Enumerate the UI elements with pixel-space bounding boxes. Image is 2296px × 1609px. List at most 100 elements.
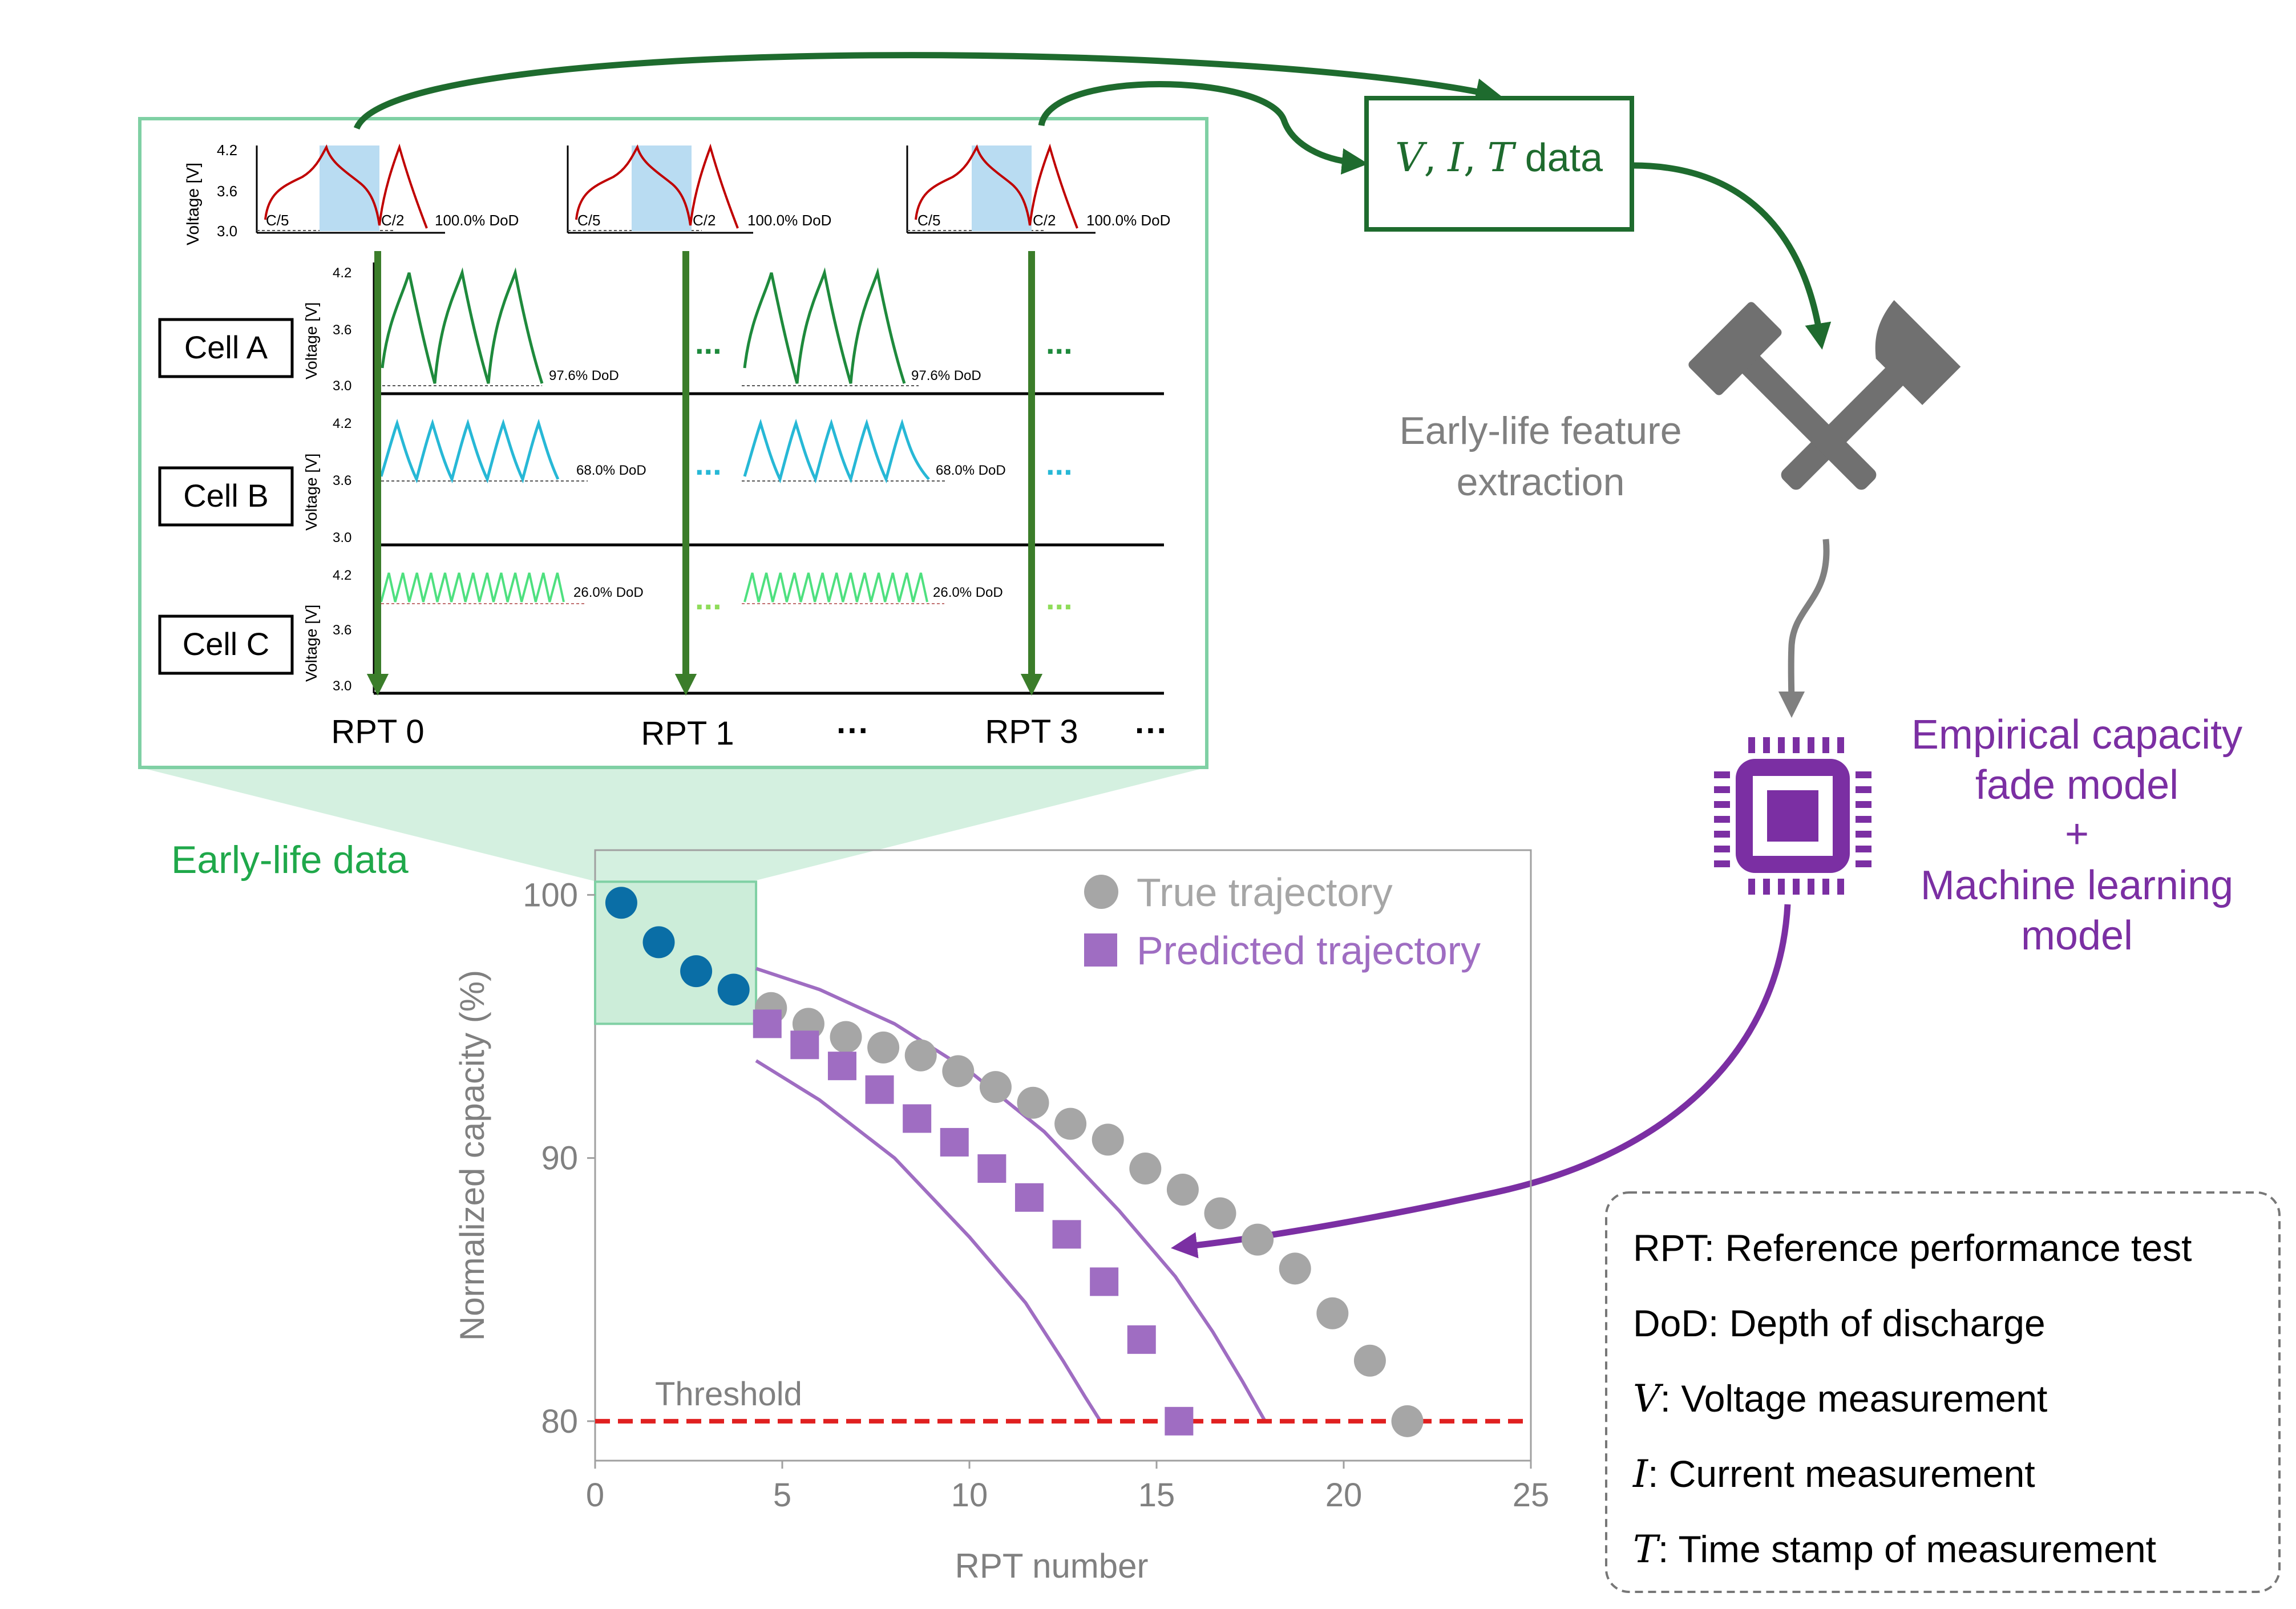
def-t: : Time stamp of measurement — [1658, 1528, 2156, 1570]
true-point — [830, 1021, 862, 1053]
svg-text:T: Time stamp of measurement: T: Time stamp of measurement — [1633, 1527, 2156, 1571]
predicted-point — [1127, 1325, 1156, 1354]
chip-pin — [1714, 786, 1730, 793]
chip-pin — [1856, 801, 1871, 808]
legend-pred-marker — [1084, 933, 1117, 967]
chart-legend: True trajectory Predicted trajectory — [1084, 870, 1481, 973]
rpt-dod-label: 100.0% DoD — [1086, 212, 1170, 229]
cell-tick: 4.2 — [333, 416, 351, 431]
cell-b-dod: 68.0% DoD — [576, 463, 646, 478]
chip-pin — [1856, 816, 1871, 823]
chip-pin — [1714, 831, 1730, 838]
chip-pin — [1837, 879, 1844, 895]
chip-pin — [1856, 860, 1871, 867]
chip-pin — [1748, 737, 1755, 753]
x-tick-label: 25 — [1513, 1477, 1550, 1514]
rpt-dod-label: 100.0% DoD — [747, 212, 831, 229]
chip-pin — [1856, 786, 1871, 793]
chip-pin — [1793, 879, 1800, 895]
chip-pin — [1837, 737, 1844, 753]
def-v: : Voltage measurement — [1660, 1377, 2048, 1420]
cell-b-ellipsis: ... — [1046, 446, 1073, 482]
x-tick-label: 0 — [586, 1477, 604, 1514]
def-sym-i: I — [1632, 1452, 1649, 1496]
cell-c-wave — [743, 572, 928, 603]
vit-data-box: V, I, T data — [1364, 96, 1634, 232]
cell-c-dod: 26.0% DoD — [933, 585, 1003, 600]
chip-pin — [1778, 879, 1785, 895]
rpt-label-0: RPT 0 — [331, 713, 424, 750]
true-point — [1204, 1197, 1236, 1230]
cell-tick: 3.6 — [333, 622, 351, 638]
lower-bound-curve — [755, 1059, 1102, 1422]
y-tick-label: 90 — [541, 1140, 578, 1177]
early-point — [642, 926, 675, 959]
predicted-point — [1014, 1183, 1044, 1212]
chip-pin — [1714, 860, 1730, 867]
chip-icon — [1714, 737, 1871, 895]
y-tick-label: 80 — [541, 1403, 578, 1440]
rpt-mini-plot-0: Voltage [V] 4.2 3.6 3.0 C/5 C/2 100.0% D… — [184, 142, 519, 245]
threshold-label: Threshold — [655, 1376, 802, 1413]
capacity-chart: 0 5 10 15 20 25 80 90 100 Threshold True traject… — [453, 849, 1550, 1585]
arrow-chip-to-chart — [1171, 904, 1791, 1259]
cell-a-row: Cell A Voltage [V] 4.2 3.6 3.0 97.6% DoD… — [158, 265, 1073, 394]
true-point — [1054, 1107, 1087, 1140]
cell-a-dod: 97.6% DoD — [549, 368, 619, 383]
rpt-dots: ··· — [836, 712, 870, 749]
rate-c5-label: C/5 — [577, 212, 600, 229]
early-point — [680, 955, 713, 988]
cell-b-voltage-label: Voltage [V] — [302, 454, 320, 531]
x-tick-label: 20 — [1325, 1477, 1363, 1514]
top-tick-30: 3.0 — [217, 223, 237, 240]
true-point — [1391, 1405, 1424, 1437]
cell-c-row: Cell C Voltage [V] 4.2 3.6 3.0 26.0% DoD… — [158, 568, 1073, 694]
rpt-label-1: RPT 1 — [641, 715, 734, 752]
data-word: data — [1525, 135, 1603, 180]
arrow-tools-to-chip — [1778, 539, 1830, 718]
predicted-point — [753, 1009, 782, 1038]
predicted-point — [827, 1052, 856, 1081]
arrow-data-to-tools — [1632, 162, 1832, 350]
top-tick-36: 3.6 — [217, 183, 237, 200]
predicted-point — [1090, 1267, 1119, 1296]
cell-c-voltage-label: Voltage [V] — [302, 605, 320, 682]
predicted-point — [865, 1075, 894, 1104]
t-symbol: T — [1487, 134, 1517, 181]
sep: , — [1464, 134, 1476, 181]
model-line1: Empirical capacity — [1911, 712, 2242, 758]
x-tick-label: 15 — [1138, 1477, 1175, 1514]
chip-pin — [1808, 737, 1814, 753]
def-rpt: RPT: Reference performance test — [1633, 1227, 2192, 1269]
chip-pin — [1714, 816, 1730, 823]
rate-c5-label: C/5 — [917, 212, 940, 229]
chip-pin — [1822, 737, 1829, 753]
true-point — [942, 1055, 975, 1088]
cell-b-dod: 68.0% DoD — [936, 463, 1006, 478]
def-dod: DoD: Depth of discharge — [1633, 1302, 2046, 1344]
cell-tick: 3.0 — [333, 378, 351, 394]
cell-tick: 3.0 — [333, 530, 351, 545]
cell-tick: 4.2 — [333, 265, 351, 281]
feature-extraction-line2: extraction — [1457, 460, 1625, 504]
rate-c2-label: C/2 — [693, 212, 716, 229]
model-line4: model — [2021, 913, 2133, 959]
rate-c2-label: C/2 — [1033, 212, 1056, 229]
true-point — [1092, 1123, 1124, 1156]
true-point — [979, 1071, 1012, 1103]
early-life-label: Early-life data — [171, 838, 409, 882]
rpt-panel: Voltage [V] 4.2 3.6 3.0 C/5 C/2 100.0% D… — [138, 117, 1208, 769]
legend-true-marker — [1084, 875, 1118, 909]
cell-tick: 3.6 — [333, 473, 351, 488]
rpt-voltage-label: Voltage [V] — [184, 163, 203, 245]
chip-pin — [1763, 737, 1770, 753]
legend-true-label: True trajectory — [1137, 870, 1393, 915]
chip-pin — [1822, 879, 1829, 895]
chip-pin — [1714, 771, 1730, 778]
model-line3: Machine learning — [1921, 863, 2233, 908]
cell-c-label: Cell C — [183, 626, 269, 662]
upper-bound-curve — [755, 967, 1267, 1422]
true-point — [1166, 1173, 1199, 1206]
rpt-dod-label: 100.0% DoD — [435, 212, 519, 229]
x-axis-label: RPT number — [955, 1547, 1148, 1585]
